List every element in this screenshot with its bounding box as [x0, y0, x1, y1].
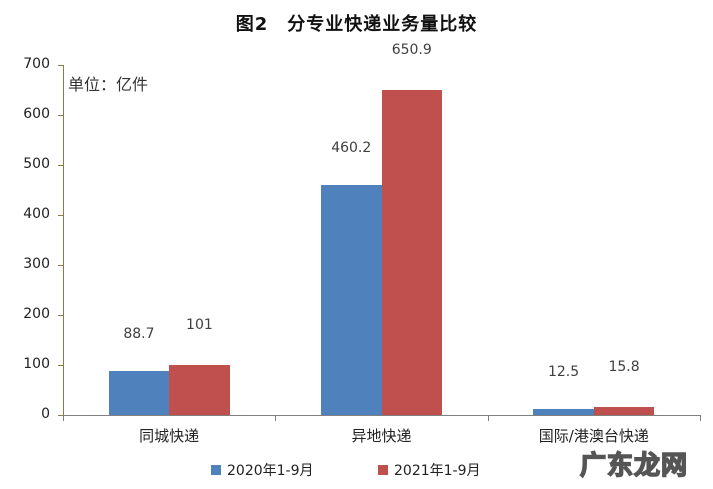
x-tick-mark — [700, 415, 701, 421]
legend-item-2021: 2021年1-9月 — [378, 460, 481, 480]
watermark: 广东龙网 — [579, 450, 689, 482]
x-category-label: 同城快递 — [139, 427, 200, 445]
y-tick-mark — [58, 215, 63, 216]
legend-item-2020: 2020年1-9月 — [211, 460, 314, 480]
legend-swatch-icon — [211, 465, 221, 475]
value-label: 650.9 — [391, 41, 432, 58]
y-tick-mark — [58, 415, 63, 416]
bar-2020-2 — [533, 408, 594, 415]
y-tick-label: 0 — [41, 406, 50, 422]
legend-label: 2021年1-9月 — [394, 463, 481, 479]
value-label: 15.8 — [608, 359, 640, 376]
value-label: 12.5 — [547, 363, 580, 380]
y-axis-line — [63, 65, 64, 415]
bar-2021-0 — [169, 364, 230, 415]
y-tick-label: 100 — [23, 356, 50, 372]
x-axis-line — [63, 415, 700, 416]
y-tick-label: 400 — [23, 206, 50, 222]
y-tick-mark — [58, 365, 63, 366]
unit-label: 单位：亿件 — [68, 75, 149, 94]
x-tick-mark — [275, 415, 277, 421]
x-category-label: 国际/港澳台快递 — [538, 427, 649, 445]
x-tick-mark — [63, 415, 64, 421]
chart-title: 图2 分专业快递业务量比较 — [235, 14, 478, 35]
bar-2021-1 — [381, 89, 442, 415]
y-tick-label: 500 — [23, 156, 50, 172]
value-label: 88.7 — [123, 325, 155, 342]
bar-2021-2 — [593, 407, 655, 415]
legend-label: 2020年1-9月 — [227, 463, 314, 479]
value-label: 460.2 — [331, 139, 372, 156]
y-tick-mark — [58, 165, 63, 166]
bar-2020-0 — [108, 370, 170, 415]
x-tick-mark — [487, 415, 489, 421]
x-category-label: 异地快递 — [351, 427, 412, 445]
y-tick-mark — [58, 315, 63, 316]
y-tick-mark — [58, 115, 63, 116]
value-label: 101 — [186, 316, 213, 333]
y-tick-label: 600 — [23, 106, 50, 122]
bar-2020-1 — [321, 184, 382, 415]
y-tick-mark — [58, 265, 63, 266]
y-tick-label: 700 — [23, 56, 50, 72]
y-tick-label: 200 — [23, 306, 50, 322]
legend-swatch-icon — [378, 465, 388, 475]
y-tick-label: 300 — [23, 256, 50, 272]
y-tick-mark — [58, 65, 63, 66]
